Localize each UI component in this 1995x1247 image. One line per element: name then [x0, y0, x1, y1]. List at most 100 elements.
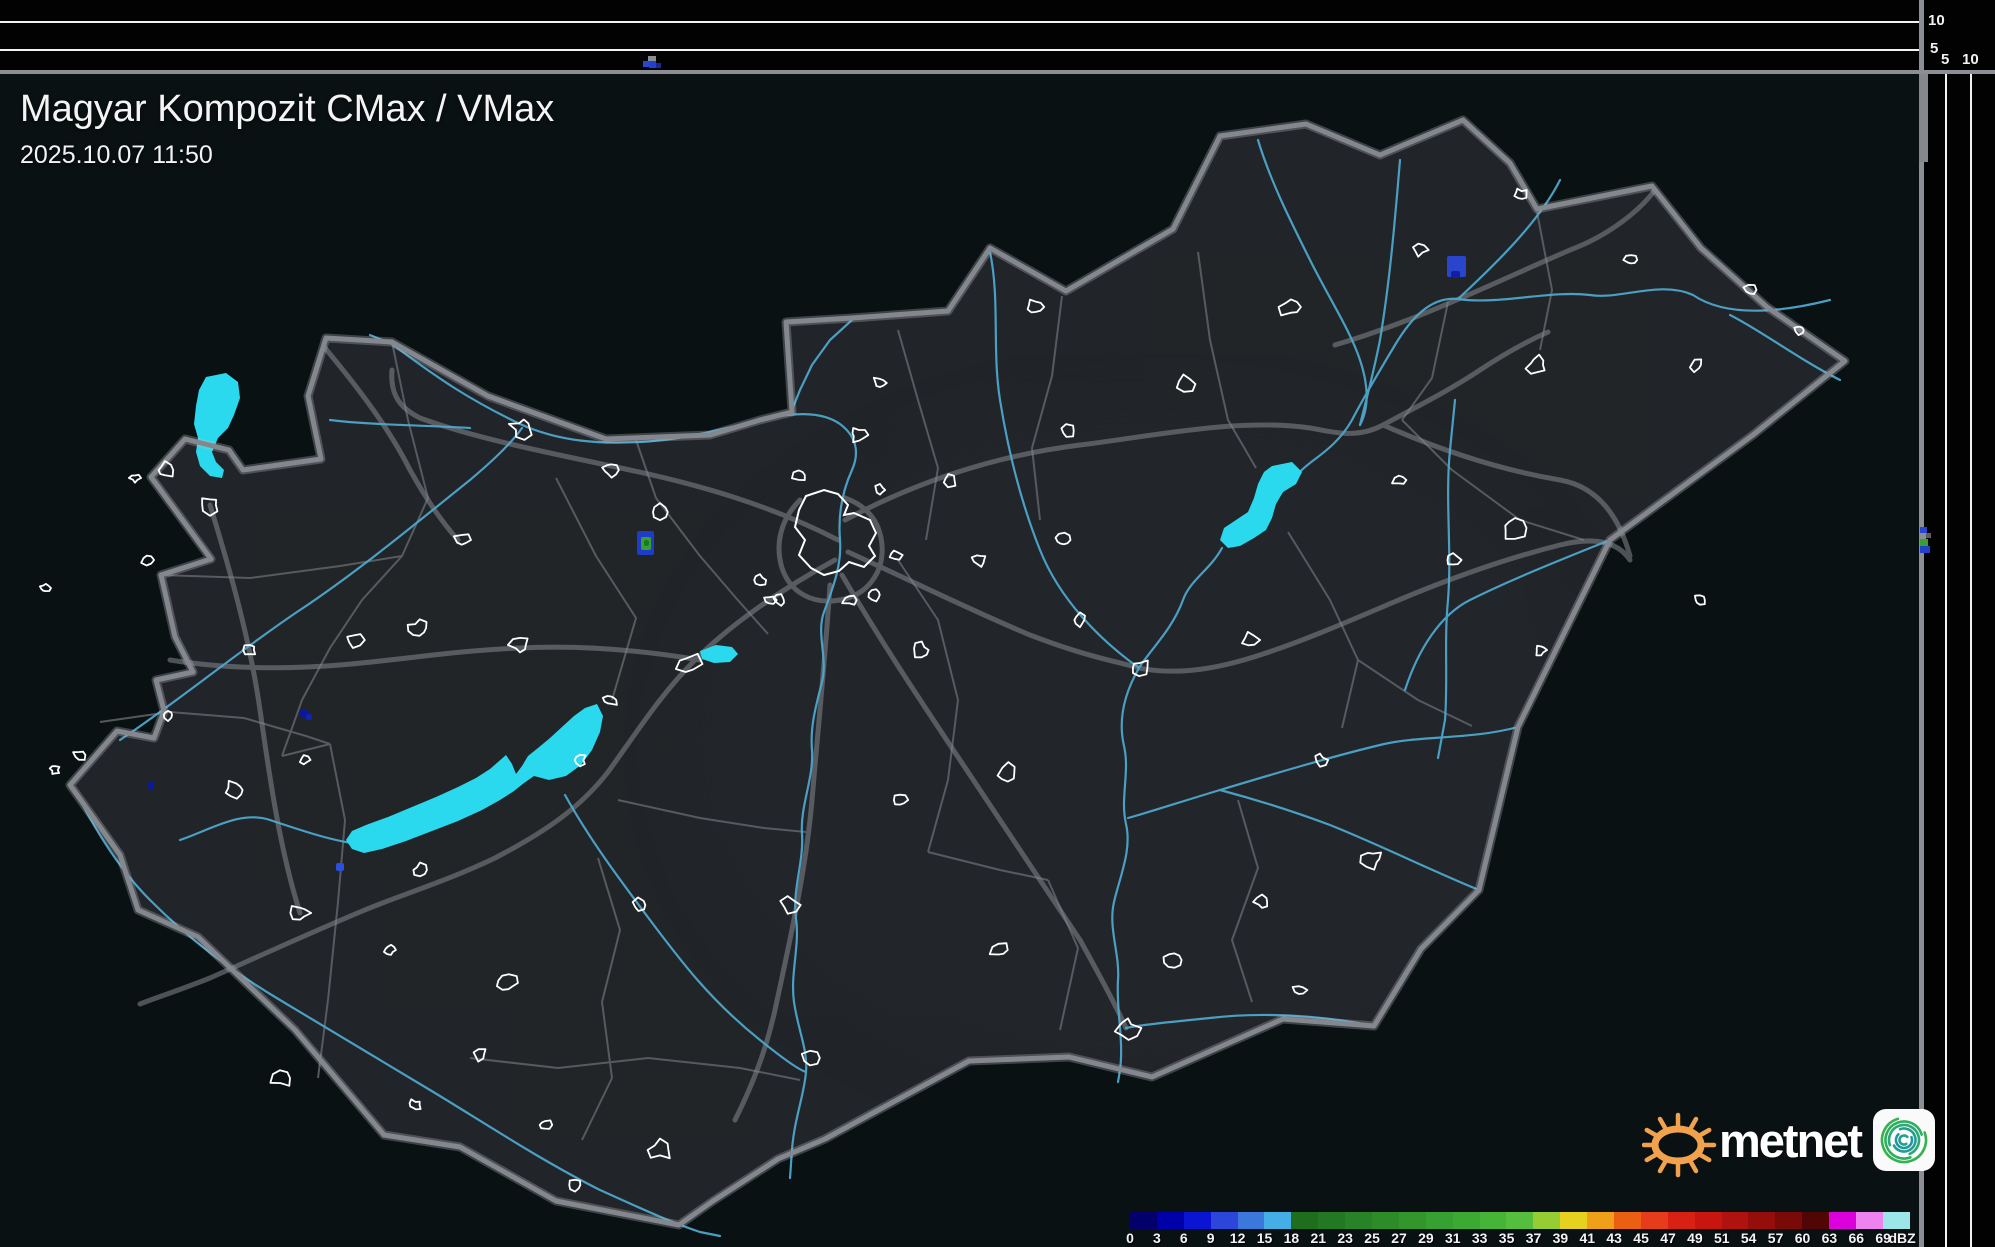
river-ipoly: [790, 318, 854, 412]
city-outline: [507, 637, 529, 654]
dbz-segment: [1721, 1212, 1749, 1229]
right-axis-label-10: 10: [1962, 51, 1979, 68]
city-outline: [763, 595, 778, 605]
projection-echo-cell: [1920, 527, 1927, 533]
dbz-segment: [1372, 1212, 1399, 1229]
lake-tisza: [1220, 462, 1302, 548]
dbz-segment: [1210, 1212, 1238, 1229]
city-outline: [1694, 594, 1706, 606]
city-outline: [453, 533, 472, 546]
projection-echo-cell: [1926, 533, 1931, 538]
city-outline: [1793, 325, 1805, 336]
river-zala: [178, 816, 354, 845]
river-bodrog: [1456, 178, 1562, 301]
dbz-segment: [1587, 1212, 1615, 1229]
city-outline: [800, 1049, 821, 1067]
river-hortobagy: [1436, 398, 1457, 760]
city-outline: [1241, 631, 1261, 647]
projection-echo-cell: [649, 61, 656, 68]
city-outline: [1535, 644, 1548, 657]
dbz-tick-label: 41: [1579, 1230, 1596, 1246]
city-outline: [646, 1137, 671, 1160]
river-tisza-upper: [1298, 288, 1832, 474]
country-border: [67, 117, 1848, 1228]
dbz-segment: [1264, 1212, 1292, 1229]
dbz-segment: [1398, 1212, 1426, 1229]
projection-echo-cell: [648, 56, 656, 61]
dbz-tick-label: 63: [1821, 1230, 1838, 1246]
top-axis-label-5: 5: [1930, 40, 1939, 57]
dbz-tick-label: 35: [1498, 1230, 1515, 1246]
city-outline: [299, 754, 312, 766]
dbz-unit-label: dBZ: [1888, 1230, 1916, 1246]
projection-echo-cell: [1920, 546, 1930, 553]
city-outline: [573, 753, 587, 768]
hungary-radar-map: [0, 60, 1919, 1247]
radar-echo-layer: [148, 256, 1466, 871]
dbz-tick-label: 39: [1552, 1230, 1569, 1246]
dbz-segment: [1130, 1212, 1157, 1229]
road-4: [845, 538, 1633, 674]
road-86: [207, 502, 303, 916]
dbz-tick-label: 27: [1391, 1230, 1407, 1246]
dbz-tick-label: 15: [1256, 1230, 1273, 1246]
top-axis-label-10: 10: [1928, 12, 1945, 29]
projection-echo-cell: [1920, 533, 1926, 539]
city-outline: [412, 861, 428, 878]
city-outline: [851, 427, 870, 444]
dbz-segment: [1533, 1212, 1561, 1229]
river-sio: [563, 793, 808, 1074]
river-mura-drava: [73, 788, 722, 1238]
lakes-layer: [194, 373, 1302, 853]
dbz-segment: [1156, 1212, 1184, 1229]
city-outline: [224, 779, 244, 800]
city-outline: [289, 905, 313, 921]
city-outline: [652, 502, 669, 522]
roads-layer: [137, 187, 1658, 1123]
logo-text: metnet: [1719, 1113, 1863, 1167]
river-tisza-lower: [1111, 546, 1224, 1084]
road-m3: [842, 422, 1386, 523]
city-outline: [942, 473, 957, 489]
dbz-tick-label: 57: [1767, 1230, 1784, 1246]
city-outline: [72, 750, 87, 761]
city-outline: [1524, 353, 1546, 375]
dbz-tick-label: 6: [1179, 1230, 1188, 1246]
dbz-segment: [1802, 1212, 1830, 1229]
city-outline: [496, 973, 519, 991]
dbz-tick-label: 23: [1337, 1230, 1353, 1246]
river-sajo: [1256, 138, 1368, 427]
city-outline: [1026, 298, 1046, 314]
dbz-segment: [1452, 1212, 1480, 1229]
city-outline: [1252, 893, 1268, 909]
dbz-tick-label: 12: [1229, 1230, 1246, 1246]
metnet-app-icon: [1873, 1109, 1936, 1171]
radar-echo-cell: [1451, 271, 1460, 278]
dbz-tick-label: 3: [1152, 1230, 1161, 1246]
dbz-tick-label: 69: [1875, 1230, 1891, 1246]
dbz-tick-label: 25: [1364, 1230, 1380, 1246]
city-outline: [601, 463, 620, 479]
dbz-tick-label: 66: [1848, 1230, 1865, 1246]
radar-echo-cell: [148, 782, 154, 789]
river-danube: [368, 333, 858, 1180]
city-outline: [538, 1119, 554, 1130]
city-outline: [791, 469, 806, 481]
river-hernad: [1358, 158, 1402, 427]
dbz-tick-label: 31: [1445, 1230, 1461, 1246]
dbz-segment: [1667, 1212, 1695, 1229]
road-m7: [137, 557, 838, 1007]
top-panel-gridline-5km: [0, 49, 1919, 51]
metnet-logo[interactable]: metnet: [1642, 1100, 1936, 1180]
dbz-segment: [1479, 1212, 1507, 1229]
city-outline: [601, 695, 618, 706]
city-outline: [841, 594, 858, 606]
city-outline: [406, 618, 428, 637]
city-outline: [1073, 611, 1086, 629]
lake-velence: [700, 645, 738, 663]
river-koros-1: [1126, 725, 1520, 820]
dbz-tick-label: 37: [1525, 1230, 1542, 1246]
city-outline: [631, 896, 647, 912]
dbz-segment: [1775, 1212, 1803, 1229]
